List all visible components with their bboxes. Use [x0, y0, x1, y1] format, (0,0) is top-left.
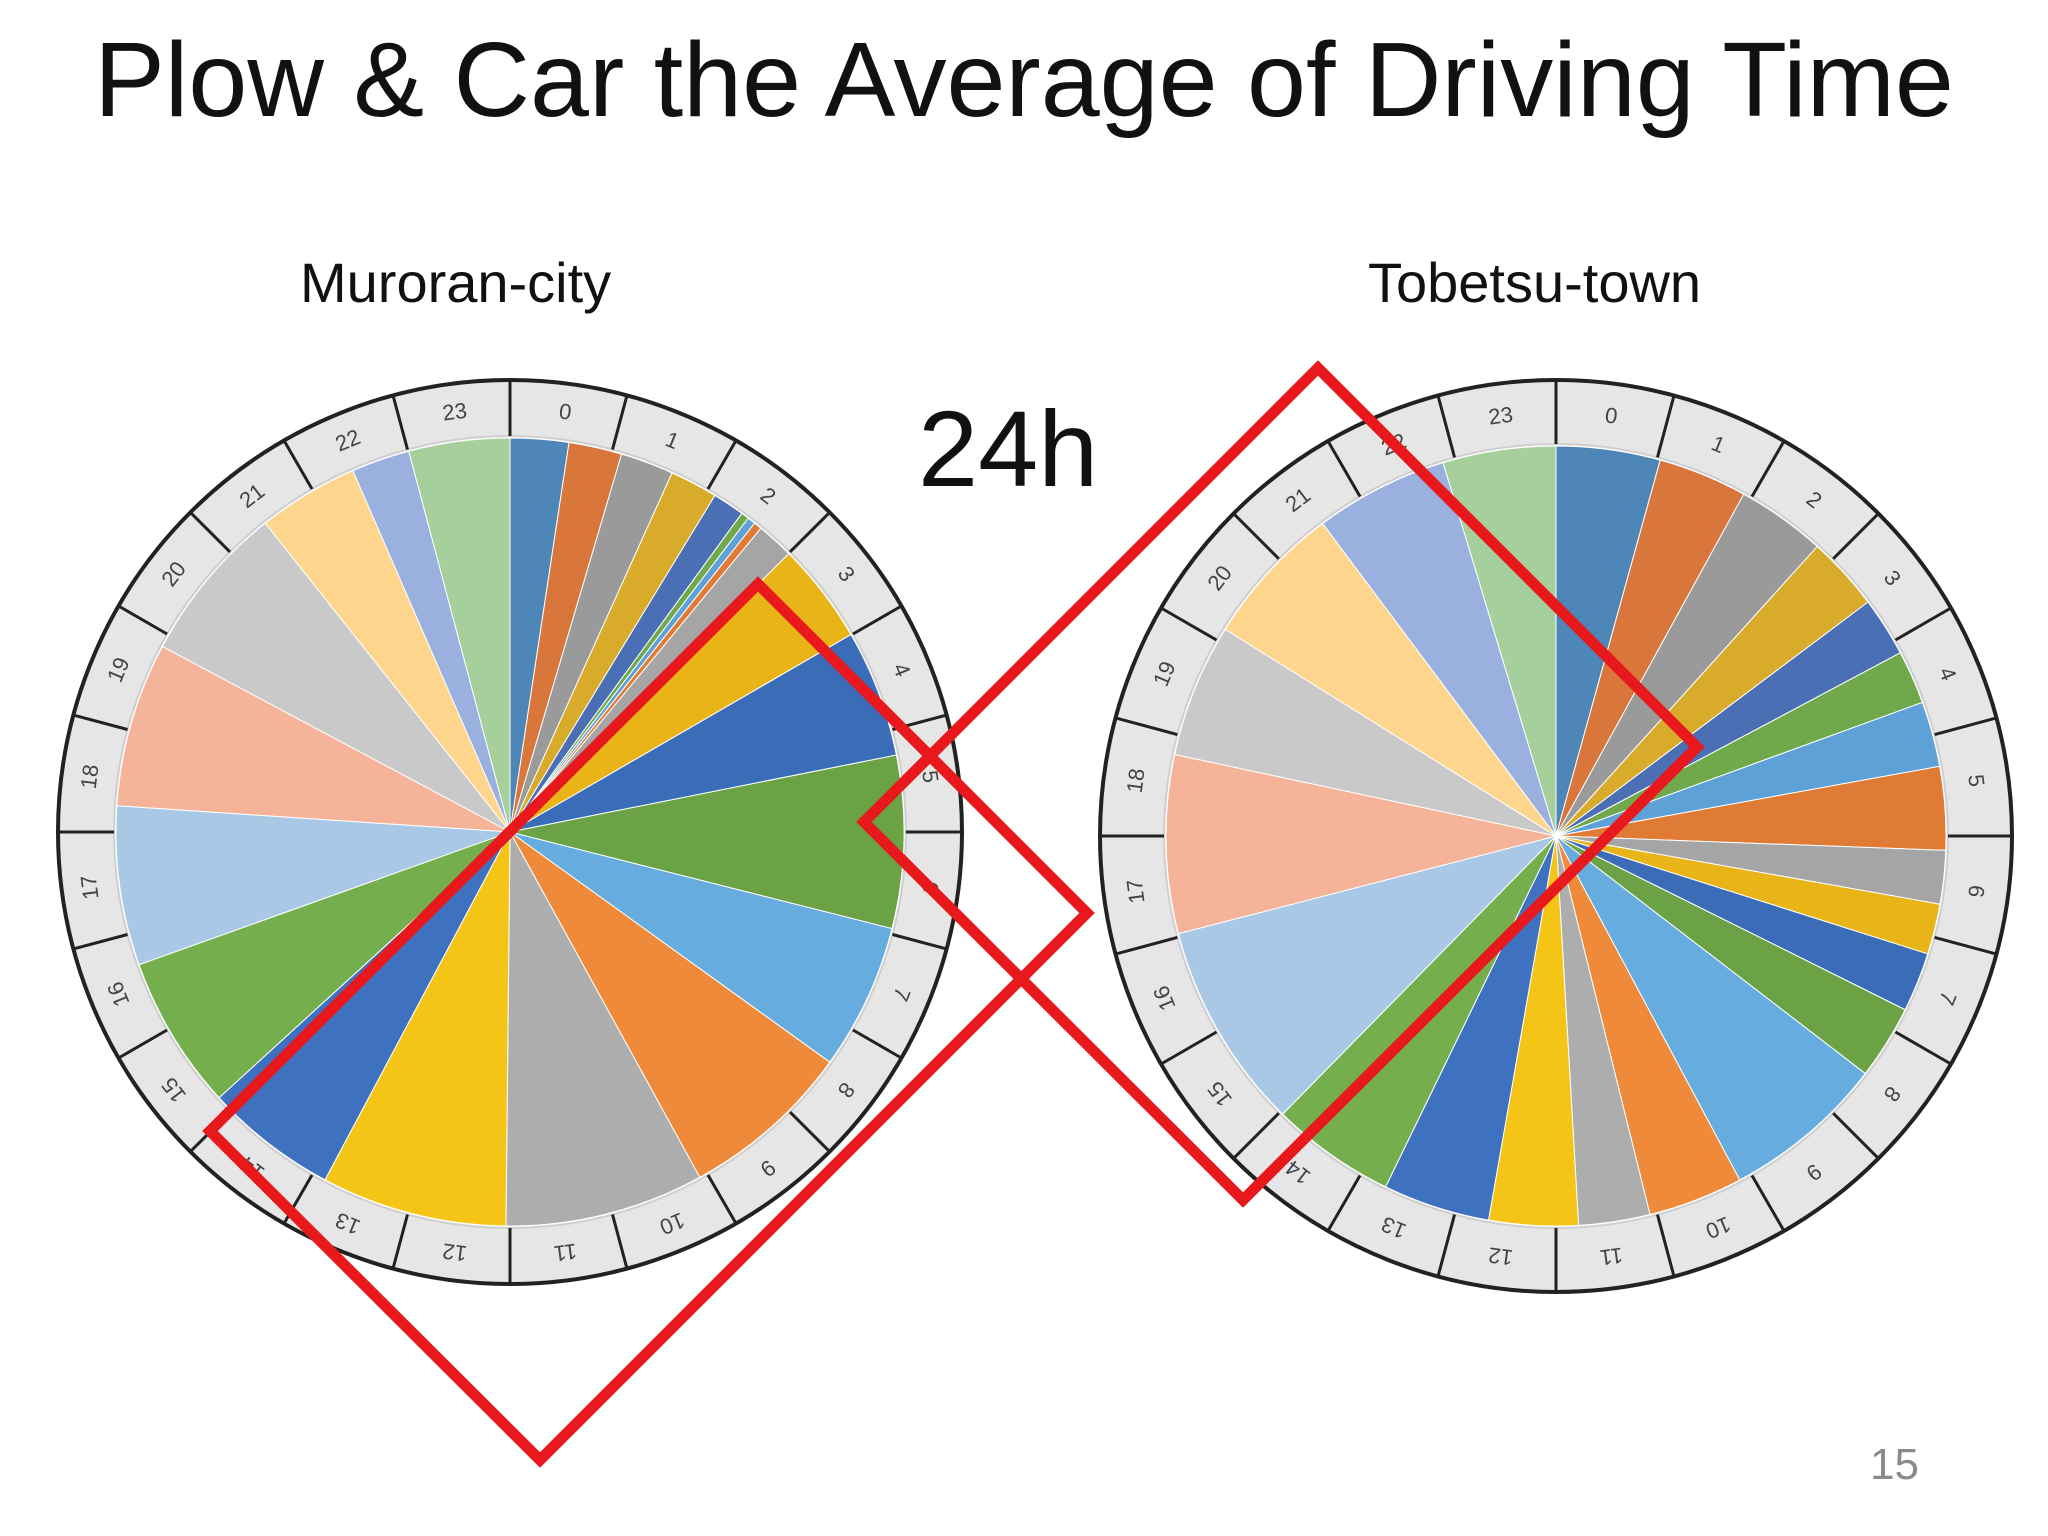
highlight-box-tobetsu [856, 360, 1705, 1208]
hour-tick [1832, 1112, 1880, 1160]
hour-tick [1326, 1174, 1362, 1232]
hour-tick [1160, 1030, 1218, 1066]
hour-label-11: 11 [1598, 1242, 1624, 1270]
hour-tick [1115, 716, 1178, 736]
pie-slice-hour-15 [324, 831, 511, 1227]
pie-slice-hour-13 [509, 831, 831, 1178]
hour-tick [73, 713, 128, 731]
hour-tick [1750, 1174, 1786, 1232]
hour-label-11: 11 [552, 1238, 578, 1266]
pie-slice-hour-19 [116, 645, 511, 833]
pie-slice-hour-22 [1321, 462, 1557, 837]
hour-label-6: 6 [1963, 884, 1989, 899]
callout-24h: 24h [918, 388, 1099, 509]
hour-label-12: 12 [441, 1238, 469, 1266]
hour-tick [391, 1214, 409, 1269]
hour-label-17: 17 [1122, 878, 1150, 906]
pie-slice-hour-23 [408, 437, 511, 833]
hour-label-12: 12 [1487, 1242, 1515, 1270]
pie-slice-hour-20 [161, 522, 511, 833]
pie-slice-hour-18 [1177, 835, 1558, 1115]
hour-tick [611, 1214, 629, 1269]
hour-tick [189, 511, 232, 554]
hour-tick [1934, 936, 1997, 956]
highlight-box-muroran [202, 576, 1095, 1468]
hour-label-23: 23 [441, 398, 469, 426]
hour-label-23: 23 [1487, 402, 1515, 430]
hour-label-0: 0 [1604, 402, 1619, 428]
hour-tick [1160, 606, 1218, 642]
highlight-overlay [202, 360, 1705, 1468]
hour-tick [1436, 1214, 1456, 1277]
hour-tick [1326, 440, 1362, 498]
hour-tick [391, 395, 409, 450]
pie-slice-hour-12 [509, 831, 893, 1063]
hour-label-5: 5 [1963, 773, 1989, 788]
pie-slice-hour-11 [509, 754, 905, 930]
page-number: 15 [1870, 1440, 1919, 1489]
hour-tick [852, 604, 903, 636]
pie-slice-hour-23 [1442, 445, 1557, 837]
hour-tick [73, 933, 128, 951]
hour-label-18: 18 [76, 763, 104, 791]
pie-slice-hour-16 [218, 831, 511, 1181]
pie-slice-hour-19 [1165, 753, 1557, 935]
pie-slice-hour-12 [1555, 835, 1866, 1181]
hour-tick [1894, 1030, 1952, 1066]
hour-label-18: 18 [1122, 767, 1150, 795]
hour-tick [1656, 395, 1676, 458]
hour-tick [706, 439, 738, 490]
hour-tick [892, 933, 947, 951]
hour-tick [1832, 512, 1880, 560]
chart-title-muroran: Muroran-city [300, 251, 612, 314]
hour-tick [1232, 512, 1280, 560]
hour-label-17: 17 [76, 874, 104, 902]
hour-tick [1894, 606, 1952, 642]
hour-tick [1750, 440, 1786, 498]
hour-tick [1115, 936, 1178, 956]
pie-slice-hour-20 [1174, 628, 1557, 837]
hour-label-0: 0 [558, 398, 573, 424]
hour-tick [1436, 395, 1456, 458]
pie-slice-hour-14 [505, 830, 701, 1227]
pie-slice-hour-18 [115, 805, 511, 966]
hour-tick [788, 1110, 831, 1153]
hour-tick [706, 1174, 738, 1225]
slide-title: Plow & Car the Average of Driving Time [94, 21, 1954, 139]
hour-tick [611, 395, 629, 450]
hour-tick [282, 439, 314, 490]
pie-slice-hour-17 [138, 831, 511, 1099]
chart-title-tobetsu: Tobetsu-town [1368, 251, 1702, 314]
hour-tick [117, 1028, 168, 1060]
hour-tick [788, 511, 831, 554]
hour-tick [1232, 1112, 1280, 1160]
hour-tick [852, 1028, 903, 1060]
hour-tick [117, 604, 168, 636]
hour-tick [1934, 716, 1997, 736]
hour-tick [1656, 1214, 1676, 1277]
hour-label-5: 5 [917, 769, 943, 784]
pie-slice-hour-21 [1224, 522, 1557, 837]
